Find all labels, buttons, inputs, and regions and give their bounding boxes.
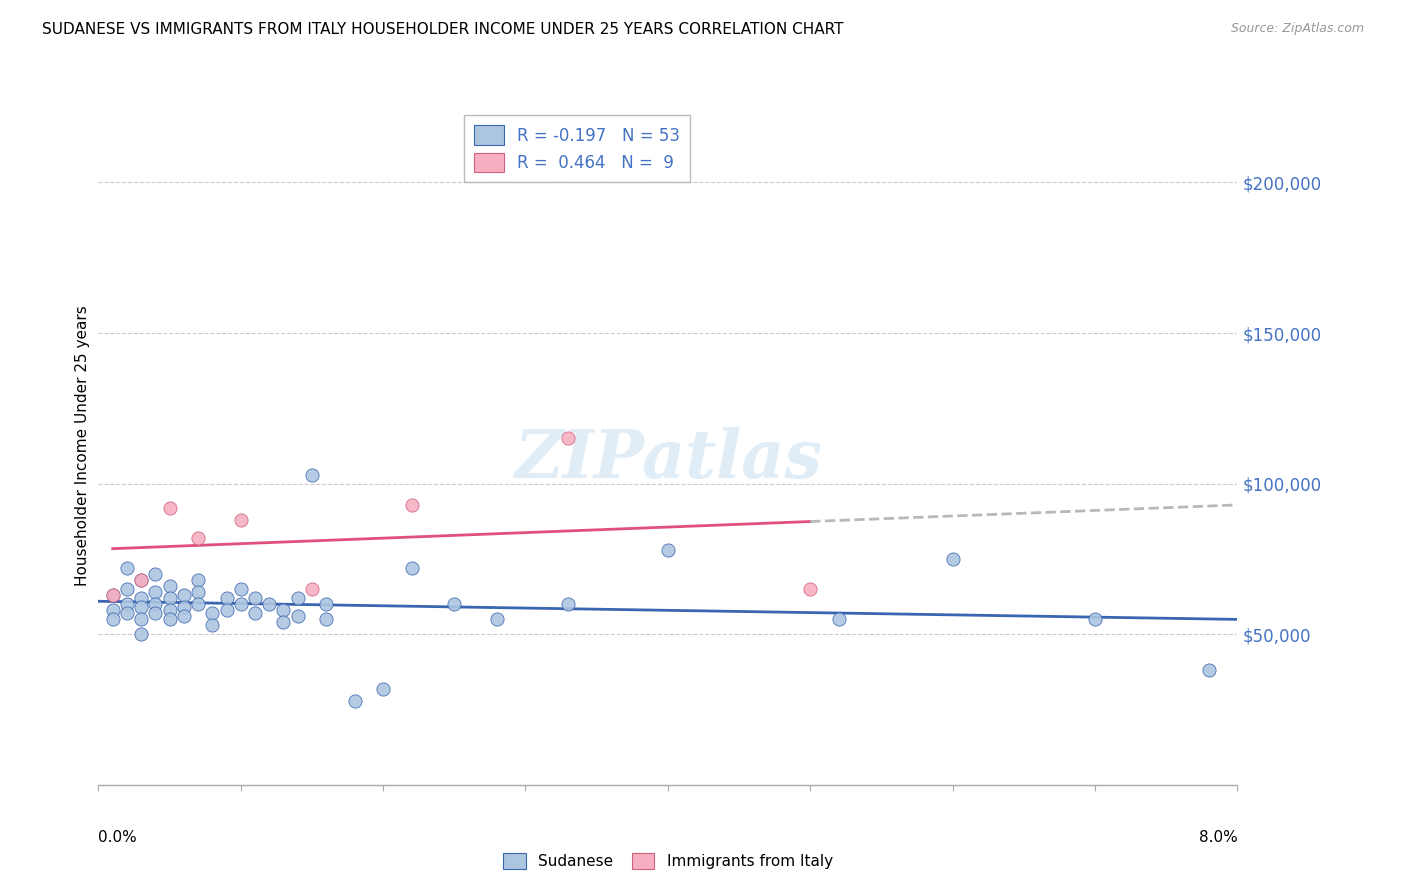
Point (287, 609, 309, 624)
Point (173, 588, 195, 602)
Point (229, 513, 252, 527)
Point (486, 612, 509, 626)
Point (942, 552, 965, 566)
Point (145, 567, 167, 582)
Point (187, 597, 209, 611)
Text: ZIPatlas: ZIPatlas (515, 427, 821, 492)
Point (129, 627, 152, 641)
Point (343, 693, 366, 707)
Point (115, 597, 138, 611)
Point (129, 573, 152, 587)
Point (1198, 664, 1220, 678)
Text: Source: ZipAtlas.com: Source: ZipAtlas.com (1230, 22, 1364, 36)
Point (215, 591, 238, 606)
Point (401, 498, 423, 512)
Text: 8.0%: 8.0% (1198, 830, 1237, 845)
Point (101, 612, 124, 626)
Point (243, 591, 266, 606)
Point (1084, 612, 1107, 626)
Point (259, 597, 281, 611)
Point (129, 600, 152, 615)
Point (273, 603, 295, 617)
Point (101, 588, 124, 602)
Point (159, 500, 181, 515)
Legend: Sudanese, Immigrants from Italy: Sudanese, Immigrants from Italy (496, 847, 839, 875)
Point (145, 606, 167, 620)
Point (371, 681, 394, 696)
Point (315, 612, 337, 626)
Point (557, 597, 579, 611)
Point (301, 467, 323, 482)
Point (129, 573, 152, 587)
Point (145, 597, 167, 611)
Point (115, 606, 138, 620)
Point (201, 618, 224, 632)
Point (159, 591, 181, 606)
Point (145, 585, 167, 599)
Point (187, 531, 209, 545)
Point (159, 603, 181, 617)
Point (115, 561, 138, 575)
Text: SUDANESE VS IMMIGRANTS FROM ITALY HOUSEHOLDER INCOME UNDER 25 YEARS CORRELATION : SUDANESE VS IMMIGRANTS FROM ITALY HOUSEH… (42, 22, 844, 37)
Point (243, 606, 266, 620)
Point (201, 606, 224, 620)
Point (115, 582, 138, 596)
Point (401, 561, 423, 575)
Point (173, 609, 195, 624)
Point (657, 543, 679, 558)
Point (173, 600, 195, 615)
Point (101, 603, 124, 617)
Point (187, 585, 209, 599)
Y-axis label: Householder Income Under 25 years: Householder Income Under 25 years (75, 306, 90, 586)
Point (287, 591, 309, 606)
Point (129, 612, 152, 626)
Point (187, 573, 209, 587)
Point (443, 597, 465, 611)
Point (557, 432, 579, 446)
Legend: R = -0.197   N = 53, R =  0.464   N =  9: R = -0.197 N = 53, R = 0.464 N = 9 (464, 115, 690, 182)
Point (799, 582, 821, 596)
Point (101, 588, 124, 602)
Point (828, 612, 851, 626)
Point (229, 597, 252, 611)
Point (273, 615, 295, 630)
Point (315, 597, 337, 611)
Point (215, 603, 238, 617)
Point (301, 582, 323, 596)
Text: 0.0%: 0.0% (98, 830, 138, 845)
Point (159, 579, 181, 593)
Point (129, 591, 152, 606)
Point (159, 612, 181, 626)
Point (229, 582, 252, 596)
